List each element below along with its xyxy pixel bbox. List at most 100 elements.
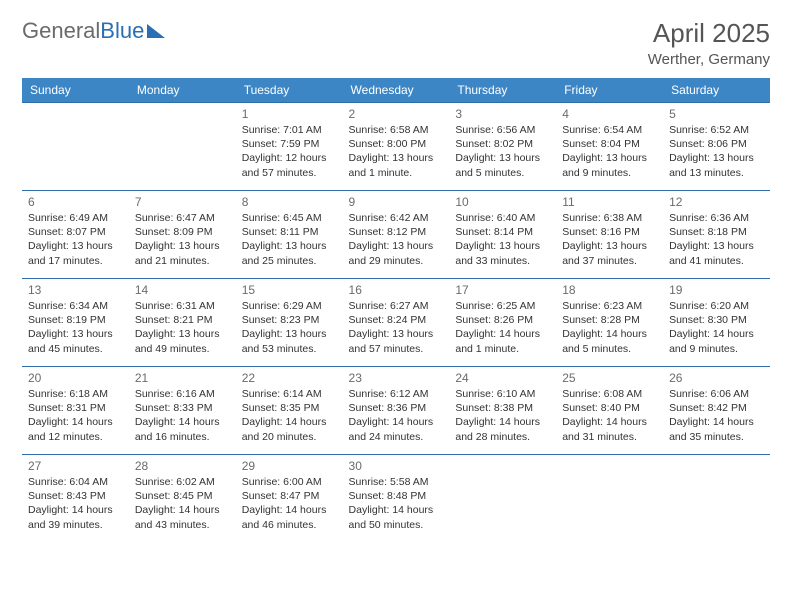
day-details: Sunrise: 6:31 AMSunset: 8:21 PMDaylight:…	[135, 299, 230, 356]
calendar-empty-cell	[449, 455, 556, 543]
calendar-day-cell: 8 Sunrise: 6:45 AMSunset: 8:11 PMDaylight…	[236, 191, 343, 279]
day-details: Sunrise: 6:40 AMSunset: 8:14 PMDaylight:…	[455, 211, 550, 268]
day-details: Sunrise: 6:34 AMSunset: 8:19 PMDaylight:…	[28, 299, 123, 356]
page-header: GeneralBlue April 2025 Werther, Germany	[22, 18, 770, 68]
calendar-day-cell: 3 Sunrise: 6:56 AMSunset: 8:02 PMDaylight…	[449, 103, 556, 191]
day-number: 24	[455, 371, 550, 385]
calendar-day-cell: 18 Sunrise: 6:23 AMSunset: 8:28 PMDayligh…	[556, 279, 663, 367]
day-details: Sunrise: 6:12 AMSunset: 8:36 PMDaylight:…	[349, 387, 444, 444]
calendar-week-row: 13 Sunrise: 6:34 AMSunset: 8:19 PMDayligh…	[22, 279, 770, 367]
logo-text-gray: General	[22, 18, 100, 44]
calendar-day-cell: 19 Sunrise: 6:20 AMSunset: 8:30 PMDayligh…	[663, 279, 770, 367]
logo-text-blue: Blue	[100, 18, 144, 44]
day-number: 16	[349, 283, 444, 297]
day-number: 10	[455, 195, 550, 209]
calendar-day-cell: 1 Sunrise: 7:01 AMSunset: 7:59 PMDaylight…	[236, 103, 343, 191]
day-details: Sunrise: 6:49 AMSunset: 8:07 PMDaylight:…	[28, 211, 123, 268]
calendar-empty-cell	[556, 455, 663, 543]
day-number: 29	[242, 459, 337, 473]
day-details: Sunrise: 6:10 AMSunset: 8:38 PMDaylight:…	[455, 387, 550, 444]
calendar-day-cell: 24 Sunrise: 6:10 AMSunset: 8:38 PMDayligh…	[449, 367, 556, 455]
day-header: Tuesday	[236, 78, 343, 103]
day-number: 2	[349, 107, 444, 121]
day-number: 21	[135, 371, 230, 385]
day-details: Sunrise: 5:58 AMSunset: 8:48 PMDaylight:…	[349, 475, 444, 532]
day-number: 15	[242, 283, 337, 297]
day-details: Sunrise: 6:16 AMSunset: 8:33 PMDaylight:…	[135, 387, 230, 444]
day-number: 4	[562, 107, 657, 121]
calendar-empty-cell	[22, 103, 129, 191]
calendar-week-row: 27Sunrise: 6:04 AMSunset: 8:43 PMDayligh…	[22, 455, 770, 543]
day-number: 12	[669, 195, 764, 209]
day-number: 30	[349, 459, 444, 473]
calendar-day-cell: 7Sunrise: 6:47 AMSunset: 8:09 PMDaylight…	[129, 191, 236, 279]
calendar-day-cell: 10 Sunrise: 6:40 AMSunset: 8:14 PMDayligh…	[449, 191, 556, 279]
day-details: Sunrise: 6:00 AMSunset: 8:47 PMDaylight:…	[242, 475, 337, 532]
day-details: Sunrise: 6:52 AMSunset: 8:06 PMDaylight:…	[669, 123, 764, 180]
day-number: 23	[349, 371, 444, 385]
calendar-day-cell: 22Sunrise: 6:14 AMSunset: 8:35 PMDayligh…	[236, 367, 343, 455]
day-number: 25	[562, 371, 657, 385]
day-details: Sunrise: 6:56 AMSunset: 8:02 PMDaylight:…	[455, 123, 550, 180]
day-number: 20	[28, 371, 123, 385]
calendar-week-row: 1 Sunrise: 7:01 AMSunset: 7:59 PMDaylight…	[22, 103, 770, 191]
calendar-body: 1 Sunrise: 7:01 AMSunset: 7:59 PMDaylight…	[22, 103, 770, 543]
day-details: Sunrise: 6:29 AMSunset: 8:23 PMDaylight:…	[242, 299, 337, 356]
calendar-day-cell: 16 Sunrise: 6:27 AMSunset: 8:24 PMDayligh…	[343, 279, 450, 367]
calendar-day-cell: 15 Sunrise: 6:29 AMSunset: 8:23 PMDayligh…	[236, 279, 343, 367]
calendar-day-cell: 11Sunrise: 6:38 AMSunset: 8:16 PMDayligh…	[556, 191, 663, 279]
day-number: 5	[669, 107, 764, 121]
day-details: Sunrise: 6:02 AMSunset: 8:45 PMDaylight:…	[135, 475, 230, 532]
calendar-day-cell: 23 Sunrise: 6:12 AMSunset: 8:36 PMDayligh…	[343, 367, 450, 455]
calendar-day-cell: 28Sunrise: 6:02 AMSunset: 8:45 PMDayligh…	[129, 455, 236, 543]
calendar-empty-cell	[129, 103, 236, 191]
day-details: Sunrise: 6:06 AMSunset: 8:42 PMDaylight:…	[669, 387, 764, 444]
logo: GeneralBlue	[22, 18, 165, 44]
day-details: Sunrise: 6:23 AMSunset: 8:28 PMDaylight:…	[562, 299, 657, 356]
calendar-day-cell: 29 Sunrise: 6:00 AMSunset: 8:47 PMDayligh…	[236, 455, 343, 543]
day-number: 9	[349, 195, 444, 209]
day-details: Sunrise: 6:27 AMSunset: 8:24 PMDaylight:…	[349, 299, 444, 356]
calendar-day-cell: 6 Sunrise: 6:49 AMSunset: 8:07 PMDaylight…	[22, 191, 129, 279]
calendar-day-cell: 9Sunrise: 6:42 AMSunset: 8:12 PMDaylight…	[343, 191, 450, 279]
day-header: Saturday	[663, 78, 770, 103]
calendar-head: SundayMondayTuesdayWednesdayThursdayFrid…	[22, 78, 770, 103]
day-number: 3	[455, 107, 550, 121]
day-details: Sunrise: 6:20 AMSunset: 8:30 PMDaylight:…	[669, 299, 764, 356]
calendar-week-row: 20Sunrise: 6:18 AMSunset: 8:31 PMDayligh…	[22, 367, 770, 455]
calendar-day-cell: 30 Sunrise: 5:58 AMSunset: 8:48 PMDayligh…	[343, 455, 450, 543]
day-details: Sunrise: 6:45 AMSunset: 8:11 PMDaylight:…	[242, 211, 337, 268]
day-number: 1	[242, 107, 337, 121]
day-number: 6	[28, 195, 123, 209]
day-number: 19	[669, 283, 764, 297]
day-number: 22	[242, 371, 337, 385]
calendar-day-cell: 2Sunrise: 6:58 AMSunset: 8:00 PMDaylight…	[343, 103, 450, 191]
day-number: 7	[135, 195, 230, 209]
calendar-day-cell: 5 Sunrise: 6:52 AMSunset: 8:06 PMDaylight…	[663, 103, 770, 191]
day-details: Sunrise: 6:08 AMSunset: 8:40 PMDaylight:…	[562, 387, 657, 444]
day-number: 13	[28, 283, 123, 297]
day-details: Sunrise: 6:25 AMSunset: 8:26 PMDaylight:…	[455, 299, 550, 356]
day-header: Friday	[556, 78, 663, 103]
calendar-table: SundayMondayTuesdayWednesdayThursdayFrid…	[22, 78, 770, 543]
day-number: 14	[135, 283, 230, 297]
location: Werther, Germany	[648, 51, 770, 68]
calendar-day-cell: 13 Sunrise: 6:34 AMSunset: 8:19 PMDayligh…	[22, 279, 129, 367]
day-details: Sunrise: 6:54 AMSunset: 8:04 PMDaylight:…	[562, 123, 657, 180]
calendar-day-cell: 26Sunrise: 6:06 AMSunset: 8:42 PMDayligh…	[663, 367, 770, 455]
day-header: Wednesday	[343, 78, 450, 103]
calendar-day-cell: 20Sunrise: 6:18 AMSunset: 8:31 PMDayligh…	[22, 367, 129, 455]
day-number: 8	[242, 195, 337, 209]
calendar-day-cell: 21 Sunrise: 6:16 AMSunset: 8:33 PMDayligh…	[129, 367, 236, 455]
day-header: Monday	[129, 78, 236, 103]
day-number: 17	[455, 283, 550, 297]
day-details: Sunrise: 6:36 AMSunset: 8:18 PMDaylight:…	[669, 211, 764, 268]
calendar-day-cell: 12 Sunrise: 6:36 AMSunset: 8:18 PMDayligh…	[663, 191, 770, 279]
calendar-day-cell: 17 Sunrise: 6:25 AMSunset: 8:26 PMDayligh…	[449, 279, 556, 367]
day-number: 27	[28, 459, 123, 473]
day-number: 11	[562, 195, 657, 209]
calendar-day-cell: 4 Sunrise: 6:54 AMSunset: 8:04 PMDaylight…	[556, 103, 663, 191]
day-header: Thursday	[449, 78, 556, 103]
day-details: Sunrise: 7:01 AMSunset: 7:59 PMDaylight:…	[242, 123, 337, 180]
day-number: 18	[562, 283, 657, 297]
